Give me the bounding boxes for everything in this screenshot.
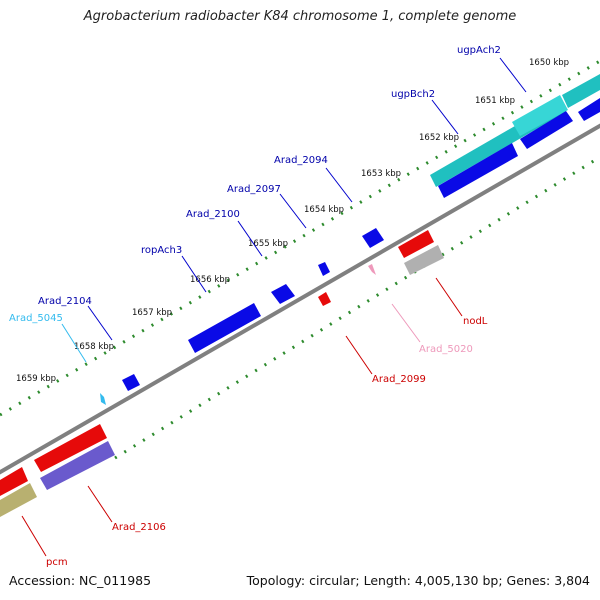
scale-label: 1655 kbp bbox=[248, 239, 288, 249]
map-title: Agrobacterium radiobacter K84 chromosome… bbox=[83, 9, 517, 24]
gene-nodL-red[interactable] bbox=[398, 230, 434, 258]
gene-Arad_2104[interactable] bbox=[122, 374, 140, 391]
genome-summary-text: Topology: circular; Length: 4,005,130 bp… bbox=[246, 573, 590, 588]
gene-Arad_2094[interactable] bbox=[362, 228, 384, 248]
gene-nodL-gray[interactable] bbox=[404, 245, 444, 275]
gene-label-nodL[interactable]: nodL bbox=[463, 316, 488, 327]
gene-ugpBch2[interactable] bbox=[438, 98, 600, 198]
gene-label-ugpAch2[interactable]: ugpAch2 bbox=[457, 45, 501, 56]
scale-label: 1657 kbp bbox=[132, 308, 172, 318]
forward-tick-ruler bbox=[0, 59, 600, 417]
gene-label-Arad_2094[interactable]: Arad_2094 bbox=[274, 155, 328, 166]
leader-line bbox=[61, 323, 87, 363]
gene-label-Arad_5020[interactable]: Arad_5020 bbox=[419, 344, 473, 355]
gene-ugpAch2[interactable] bbox=[430, 74, 600, 187]
gene-label-Arad_5045[interactable]: Arad_5045 bbox=[9, 313, 63, 324]
gene-Arad_2106-red[interactable] bbox=[34, 424, 107, 472]
scale-label: 1656 kbp bbox=[190, 275, 230, 285]
gene-label-ugpBch2[interactable]: ugpBch2 bbox=[391, 89, 435, 100]
leader-line bbox=[279, 193, 307, 229]
gene-label-Arad_2104[interactable]: Arad_2104 bbox=[38, 296, 92, 307]
leader-line bbox=[499, 57, 527, 93]
leader-line bbox=[325, 167, 353, 203]
reverse-tick-ruler bbox=[114, 155, 600, 460]
gene-label-Arad_2100[interactable]: Arad_2100 bbox=[186, 209, 240, 220]
gene-Arad_5020[interactable] bbox=[368, 264, 376, 275]
gene-pcm-red[interactable] bbox=[0, 467, 28, 496]
scale-label: 1652 kbp bbox=[419, 133, 459, 143]
genome-backbone bbox=[0, 123, 600, 475]
leader-line bbox=[345, 335, 373, 375]
leader-line bbox=[87, 485, 113, 523]
leader-line bbox=[87, 305, 113, 341]
leader-line bbox=[181, 255, 207, 293]
gene-label-Arad_2106[interactable]: Arad_2106 bbox=[112, 522, 166, 533]
leader-line bbox=[21, 515, 47, 557]
gene-label-ropAch3[interactable]: ropAch3 bbox=[141, 245, 182, 256]
gene-Arad_2100[interactable] bbox=[271, 284, 295, 304]
accession-text: Accession: NC_011985 bbox=[9, 573, 152, 588]
gene-Arad_2097[interactable] bbox=[318, 262, 330, 276]
scale-label: 1651 kbp bbox=[475, 96, 515, 106]
gene-Arad_2099[interactable] bbox=[318, 292, 331, 306]
scale-label: 1658 kbp bbox=[74, 342, 114, 352]
gene-label-pcm[interactable]: pcm bbox=[46, 557, 68, 568]
leader-line bbox=[391, 303, 421, 343]
scale-label: 1659 kbp bbox=[16, 374, 56, 384]
leader-line bbox=[237, 220, 263, 257]
gene-Arad_5045[interactable] bbox=[100, 393, 106, 405]
gene-Arad_2106-purple[interactable] bbox=[40, 441, 115, 490]
leader-line bbox=[435, 277, 463, 317]
scale-label: 1654 kbp bbox=[304, 205, 344, 215]
gene-ropAch3[interactable] bbox=[188, 303, 261, 353]
gene-label-Arad_2097[interactable]: Arad_2097 bbox=[227, 184, 281, 195]
scale-label: 1650 kbp bbox=[529, 58, 569, 68]
scale-label: 1653 kbp bbox=[361, 169, 401, 179]
leader-line bbox=[431, 99, 459, 135]
gene-label-Arad_2099[interactable]: Arad_2099 bbox=[372, 374, 426, 385]
gene-pcm-olive[interactable] bbox=[0, 483, 37, 517]
